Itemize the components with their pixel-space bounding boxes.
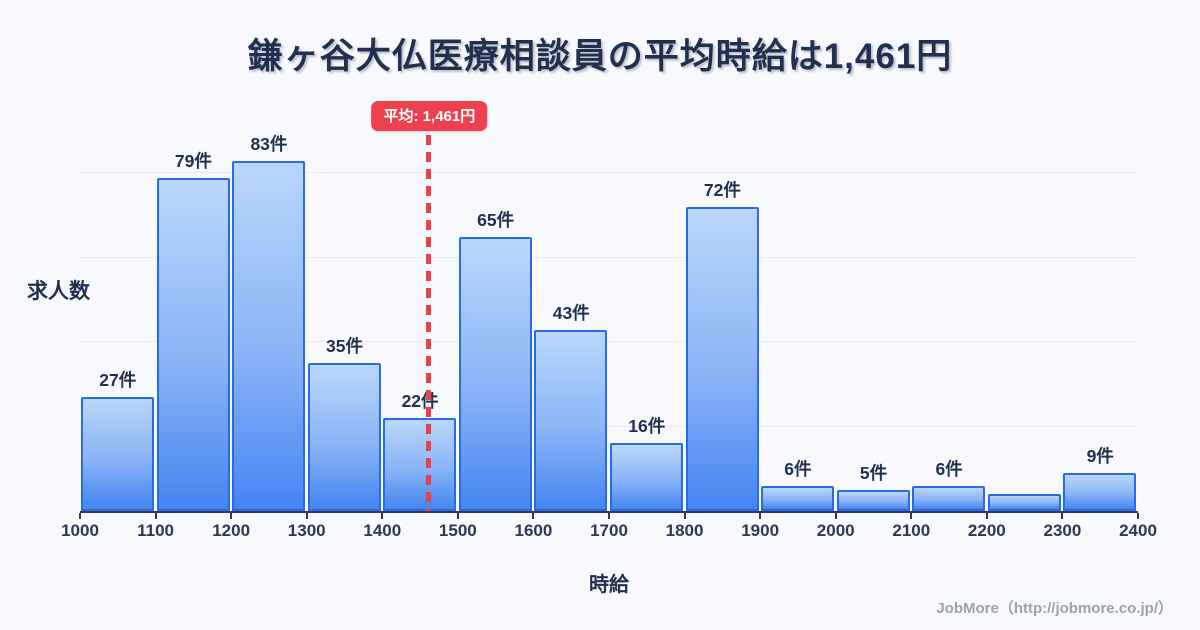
x-tick-label: 1100: [137, 521, 174, 540]
bar-value-label: 6件: [784, 458, 812, 479]
bar-1400-1500: [383, 418, 457, 511]
bar-2000-2100: [836, 489, 910, 511]
x-tick-label: 2400: [1119, 521, 1157, 540]
bar-2200-2300: [987, 494, 1061, 511]
bar-value-label: 72件: [703, 180, 741, 201]
x-tick-mark: [381, 513, 384, 519]
x-tick-mark: [532, 513, 535, 519]
bar-value-label: 83件: [250, 133, 288, 154]
bar-2100-2200: [912, 485, 986, 511]
x-axis-label: 時給: [589, 574, 629, 596]
gridline: [80, 341, 1138, 343]
plot-area: 27件 79件 83件 35件 22件 65件 43件 16件 72件 6件 5件 6件 9件: [80, 127, 1138, 513]
bar-value-label: 9件: [1086, 446, 1114, 467]
bar-value-label: 43件: [552, 302, 590, 323]
bar-value-label: 35件: [326, 336, 363, 357]
x-tick-label: 1200: [212, 521, 251, 540]
x-tick-label: 1900: [741, 521, 780, 540]
x-tick-label: 2200: [967, 521, 1006, 540]
gridline: [80, 256, 1138, 258]
bar-1500-1600: [458, 236, 532, 511]
x-tick-mark: [1137, 513, 1139, 519]
x-tick-label: 1800: [665, 521, 704, 540]
x-tick-mark: [834, 513, 837, 519]
bar-value-label: 65件: [477, 209, 515, 230]
bar-value-label: 79件: [174, 150, 212, 171]
bar-1700-1800: [610, 443, 684, 511]
x-tick-label: 2000: [816, 521, 855, 540]
x-tick-label: 2300: [1043, 521, 1082, 540]
y-axis-label: 求人数: [27, 280, 90, 303]
x-tick-mark: [759, 513, 762, 519]
bar-value-label: 5件: [859, 462, 888, 483]
x-tick-label: 1000: [61, 521, 99, 540]
x-tick-mark: [910, 513, 913, 519]
x-tick-label: 2100: [892, 521, 931, 540]
bar-value-label: 27件: [99, 370, 137, 391]
average-badge: 平均: 1,461円: [371, 101, 488, 131]
gridline: [80, 425, 1138, 427]
gridline: [80, 172, 1138, 174]
x-tick-label: 1500: [438, 521, 477, 540]
x-tick-mark: [305, 513, 308, 519]
x-tick-label: 1400: [363, 521, 402, 540]
x-tick-mark: [683, 513, 686, 519]
x-tick-mark: [79, 513, 81, 519]
x-tick-mark: [154, 513, 157, 519]
bar-1000-1100: [81, 397, 155, 511]
bar-1600-1700: [534, 329, 608, 511]
bar-2300-2400: [1063, 473, 1137, 511]
x-tick-mark: [456, 513, 459, 519]
x-tick-mark: [230, 513, 233, 519]
x-tick-mark: [608, 513, 610, 519]
x-tick-label: 1600: [514, 521, 553, 540]
bar-1900-2000: [761, 485, 835, 511]
bar-1300-1400: [307, 363, 381, 511]
bar-value-label: 16件: [628, 416, 666, 437]
average-line: [425, 135, 431, 511]
x-tick-mark: [1061, 513, 1064, 519]
bar-value-label: 6件: [935, 458, 963, 479]
x-tick-label: 1700: [590, 521, 628, 540]
chart-title: 鎌ヶ谷大仏医療相談員の平均時給は1,461円: [247, 37, 953, 76]
bar-1800-1900: [685, 207, 759, 511]
bar-1200-1300: [232, 160, 306, 511]
x-tick-label: 1300: [287, 521, 326, 540]
bar-value-label: 22件: [401, 391, 439, 412]
x-tick-mark: [985, 513, 988, 519]
bar-1100-1200: [156, 177, 230, 511]
footer-credit: JobMore（http://jobmore.co.jp/）: [936, 600, 1173, 617]
